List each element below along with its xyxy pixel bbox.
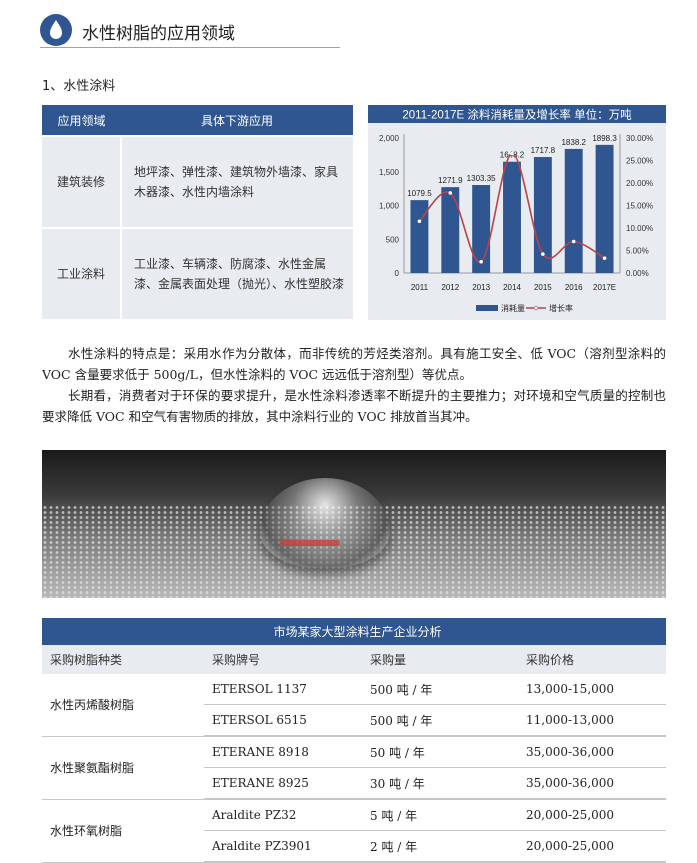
bar-data-label: 1838.2 (561, 138, 586, 147)
right-tick-label: 10.00% (626, 224, 653, 233)
growth-rate-point (448, 191, 453, 195)
header-cell: 采购量 (362, 645, 518, 674)
resin-type-cell: 水性丙烯酸树脂 (42, 674, 204, 737)
brand-cell: ETERSOL 1137 (204, 674, 362, 705)
water-droplet-photo (42, 450, 666, 598)
bar-data-label: 1898.3 (592, 134, 617, 143)
right-tick-label: 5.00% (626, 247, 649, 256)
table-row: ETERSOL 6515 500 吨 / 年 11,000-13,000 (42, 704, 666, 737)
application-table: 应用领域 具体下游应用 建筑装修 地坪漆、弹性漆、建筑物外墙漆、家具木器漆、水性内墙… (42, 105, 353, 319)
header-cell: 具体下游应用 (121, 105, 353, 136)
water-droplet (260, 478, 390, 568)
bar-data-label: 1303.35 (467, 174, 496, 183)
category-label: 2011 (411, 283, 429, 292)
bar-data-label: 1717.8 (531, 146, 556, 155)
brand-cell: Araldite PZ3901 (204, 830, 362, 863)
field-cell: 工业涂料 (42, 227, 122, 319)
category-label: 2015 (534, 283, 552, 292)
bar-data-label: 1271.9 (438, 176, 463, 185)
growth-rate-point (510, 151, 514, 156)
price-cell: 11,000-13,000 (518, 704, 666, 737)
category-label: 2016 (565, 283, 583, 292)
legend-label: 增长率 (549, 303, 573, 313)
field-cell: 建筑装修 (42, 135, 122, 228)
price-cell: 20,000-25,000 (518, 799, 666, 831)
right-tick-label: 0.00% (626, 269, 649, 278)
consumption-chart: 2011-2017E 涂料消耗量及增长率 单位：万吨 0 500 1,000 1,50… (368, 105, 666, 320)
volume-cell: 30 吨 / 年 (362, 767, 518, 800)
paragraph-text: 水性涂料的特点是：采用水作为分散体，而非传统的芳烃类溶剂。具有施工安全、低 VO… (42, 346, 666, 382)
table-caption: 市场某家大型涂料生产企业分析 (42, 618, 666, 645)
section-title: 1、水性涂料 (42, 79, 116, 94)
growth-rate-point (541, 252, 545, 256)
category-label: 2012 (441, 283, 459, 292)
header-cell: 采购树脂种类 (42, 645, 204, 674)
price-cell: 35,000-36,000 (518, 736, 666, 768)
right-tick-label: 25.00% (626, 157, 653, 166)
growth-rate-point (417, 219, 422, 224)
paragraph: 长期看，消费者对于环保的要求提升，是水性涂料渗透率不断提升的主要推力；对环境和空… (42, 385, 666, 427)
bar (441, 187, 460, 273)
right-tick-label: 20.00% (626, 179, 653, 188)
table-row: 水性丙烯酸树脂 ETERSOL 1137 500 吨 / 年 13,000-15,00… (42, 674, 666, 737)
header-cell: 应用领域 (42, 105, 121, 136)
growth-rate-point (479, 259, 483, 264)
growth-rate-point (602, 256, 607, 260)
price-cell: 35,000-36,000 (518, 767, 666, 800)
volume-cell: 500 吨 / 年 (362, 704, 518, 737)
category-label: 2013 (472, 283, 490, 292)
brand-cell: ETERANE 8918 (204, 736, 362, 768)
left-tick-label: 500 (386, 235, 400, 244)
chart-title: 2011-2017E 涂料消耗量及增长率 单位：万吨 (402, 108, 632, 122)
left-tick-label: 1,500 (379, 168, 400, 177)
header-cell: 采购价格 (518, 645, 666, 674)
volume-cell: 5 吨 / 年 (362, 799, 518, 831)
water-drop-icon (40, 14, 72, 46)
legend-line-marker (533, 305, 539, 311)
right-tick-label: 15.00% (626, 202, 653, 211)
uses-cell: 工业漆、车辆漆、防腐漆、水性金属漆、金属表面处理（抛光）、水性塑胶漆 (121, 227, 353, 319)
brand-cell: Araldite PZ32 (204, 799, 362, 831)
paragraph: 水性涂料的特点是：采用水作为分散体，而非传统的芳烃类溶剂。具有施工安全、低 VO… (42, 343, 666, 385)
chart-title-bar (368, 105, 666, 123)
volume-cell: 50 吨 / 年 (362, 736, 518, 768)
bar (503, 161, 521, 273)
bar (564, 148, 583, 273)
header-cell: 采购牌号 (204, 645, 362, 674)
legend-bar-swatch (476, 305, 498, 311)
right-tick-label: 30.00% (626, 134, 653, 143)
chart-svg: 2011-2017E 涂料消耗量及增长率 单位：万吨 0 500 1,000 1,50… (368, 105, 666, 313)
price-cell: 13,000-15,000 (518, 674, 666, 705)
table-row: 水性环氧树脂 Araldite PZ32 5 吨 / 年 20,000-25,000 (42, 799, 666, 863)
growth-rate-point (571, 239, 576, 244)
category-label: 2014 (503, 283, 521, 292)
table-row: ETERANE 8925 30 吨 / 年 35,000-36,000 (42, 767, 666, 800)
resin-type-cell: 水性环氧树脂 (42, 799, 204, 863)
bar (595, 144, 614, 273)
uses-cell: 地坪漆、弹性漆、建筑物外墙漆、家具木器漆、水性内墙涂料 (121, 135, 353, 228)
bar (472, 185, 491, 273)
table-row: 工业涂料 工业漆、车辆漆、防腐漆、水性金属漆、金属表面处理（抛光）、水性塑胶漆 (42, 227, 353, 319)
table-row: 建筑装修 地坪漆、弹性漆、建筑物外墙漆、家具木器漆、水性内墙涂料 (42, 135, 353, 228)
title-divider (40, 47, 340, 48)
left-tick-label: 1,000 (379, 202, 400, 211)
table-row: 水性聚氨酯树脂 ETERANE 8918 50 吨 / 年 35,000-36,000 (42, 736, 666, 800)
brand-cell: ETERANE 8925 (204, 767, 362, 800)
bar (410, 200, 429, 273)
brand-cell: ETERSOL 6515 (204, 704, 362, 737)
page-title: 水性树脂的应用领域 (82, 24, 235, 44)
volume-cell: 2 吨 / 年 (362, 830, 518, 863)
enterprise-table: 市场某家大型涂料生产企业分析 采购树脂种类 采购牌号 采购量 采购价格 水性丙烯… (42, 618, 666, 863)
left-tick-label: 0 (395, 269, 400, 278)
resin-type-cell: 水性聚氨酯树脂 (42, 736, 204, 800)
bar-data-label: 1079.5 (407, 189, 432, 198)
left-tick-label: 2,000 (379, 134, 400, 143)
category-label: 2017E (593, 283, 616, 292)
volume-cell: 500 吨 / 年 (362, 674, 518, 705)
price-cell: 20,000-25,000 (518, 830, 666, 863)
legend-label: 消耗量 (501, 303, 525, 313)
table-row: Araldite PZ3901 2 吨 / 年 20,000-25,000 (42, 830, 666, 863)
paragraph-text: 长期看，消费者对于环保的要求提升，是水性涂料渗透率不断提升的主要推力；对环境和空… (42, 388, 666, 424)
